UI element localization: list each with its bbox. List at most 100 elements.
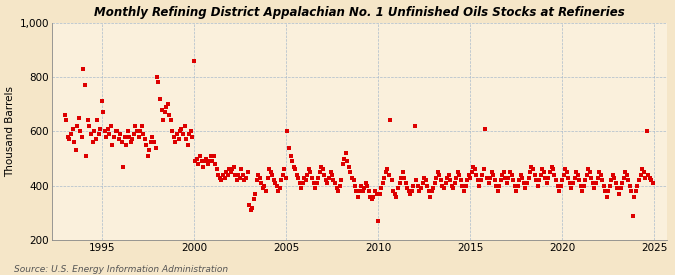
Point <box>423 189 434 193</box>
Point <box>176 126 187 131</box>
Point <box>635 173 646 177</box>
Point <box>367 197 377 202</box>
Point <box>285 154 296 158</box>
Point <box>377 181 388 185</box>
Point <box>98 110 109 114</box>
Point <box>374 192 385 196</box>
Point <box>511 189 522 193</box>
Point <box>360 181 371 185</box>
Point <box>310 186 321 191</box>
Point <box>418 175 429 180</box>
Point <box>549 173 560 177</box>
Point <box>111 129 122 134</box>
Point <box>541 181 552 185</box>
Point <box>76 134 87 139</box>
Point <box>181 137 192 142</box>
Point <box>581 173 592 177</box>
Point <box>196 159 207 163</box>
Point <box>87 140 98 144</box>
Point <box>247 205 258 210</box>
Point <box>132 129 142 134</box>
Point <box>90 137 101 142</box>
Point <box>86 132 97 136</box>
Point <box>469 167 480 172</box>
Point <box>417 181 428 185</box>
Point <box>109 134 119 139</box>
Point <box>263 167 274 172</box>
Point <box>281 175 292 180</box>
Point <box>626 189 637 193</box>
Point <box>443 173 454 177</box>
Point <box>411 178 422 183</box>
Point <box>627 213 638 218</box>
Point <box>580 178 591 183</box>
Point <box>570 170 581 174</box>
Point <box>391 194 402 199</box>
Point <box>412 183 423 188</box>
Point <box>99 129 110 134</box>
Point <box>234 175 245 180</box>
Point <box>502 181 512 185</box>
Point <box>486 170 497 174</box>
Point <box>646 178 657 183</box>
Point <box>134 129 145 134</box>
Point <box>592 175 603 180</box>
Point <box>634 178 645 183</box>
Point <box>69 140 80 144</box>
Point <box>259 183 270 188</box>
Point <box>495 178 506 183</box>
Point <box>489 178 500 183</box>
Point <box>348 178 359 183</box>
Point <box>248 197 259 202</box>
Point <box>199 159 210 163</box>
Point <box>113 137 124 142</box>
Point <box>556 183 566 188</box>
Point <box>178 132 188 136</box>
Point <box>368 194 379 199</box>
Point <box>630 189 641 193</box>
Point <box>468 164 479 169</box>
Point <box>440 181 451 185</box>
Point <box>290 167 300 172</box>
Point <box>284 145 294 150</box>
Point <box>647 181 658 185</box>
Point <box>345 170 356 174</box>
Point <box>182 143 193 147</box>
Point <box>146 140 157 144</box>
Point <box>256 181 267 185</box>
Point <box>344 164 354 169</box>
Point <box>535 173 546 177</box>
Point <box>472 178 483 183</box>
Point <box>308 181 319 185</box>
Point <box>402 186 412 191</box>
Point <box>574 178 585 183</box>
Point <box>333 189 344 193</box>
Point <box>138 132 148 136</box>
Point <box>516 173 526 177</box>
Point <box>130 124 141 128</box>
Point <box>338 162 348 166</box>
Point <box>84 124 95 128</box>
Point <box>339 156 350 161</box>
Point <box>63 134 74 139</box>
Point <box>313 175 323 180</box>
Point <box>275 186 286 191</box>
Point <box>450 181 460 185</box>
Point <box>621 173 632 177</box>
Point <box>452 170 463 174</box>
Point <box>379 175 389 180</box>
Point <box>192 156 202 161</box>
Point <box>184 132 194 136</box>
Point <box>169 134 180 139</box>
Point <box>609 175 620 180</box>
Point <box>371 192 382 196</box>
Point <box>637 167 647 172</box>
Point <box>105 124 116 128</box>
Point <box>623 178 634 183</box>
Point <box>514 178 524 183</box>
Point <box>615 186 626 191</box>
Point <box>61 118 72 123</box>
Point <box>522 181 533 185</box>
Point <box>474 183 485 188</box>
Point <box>110 129 121 134</box>
